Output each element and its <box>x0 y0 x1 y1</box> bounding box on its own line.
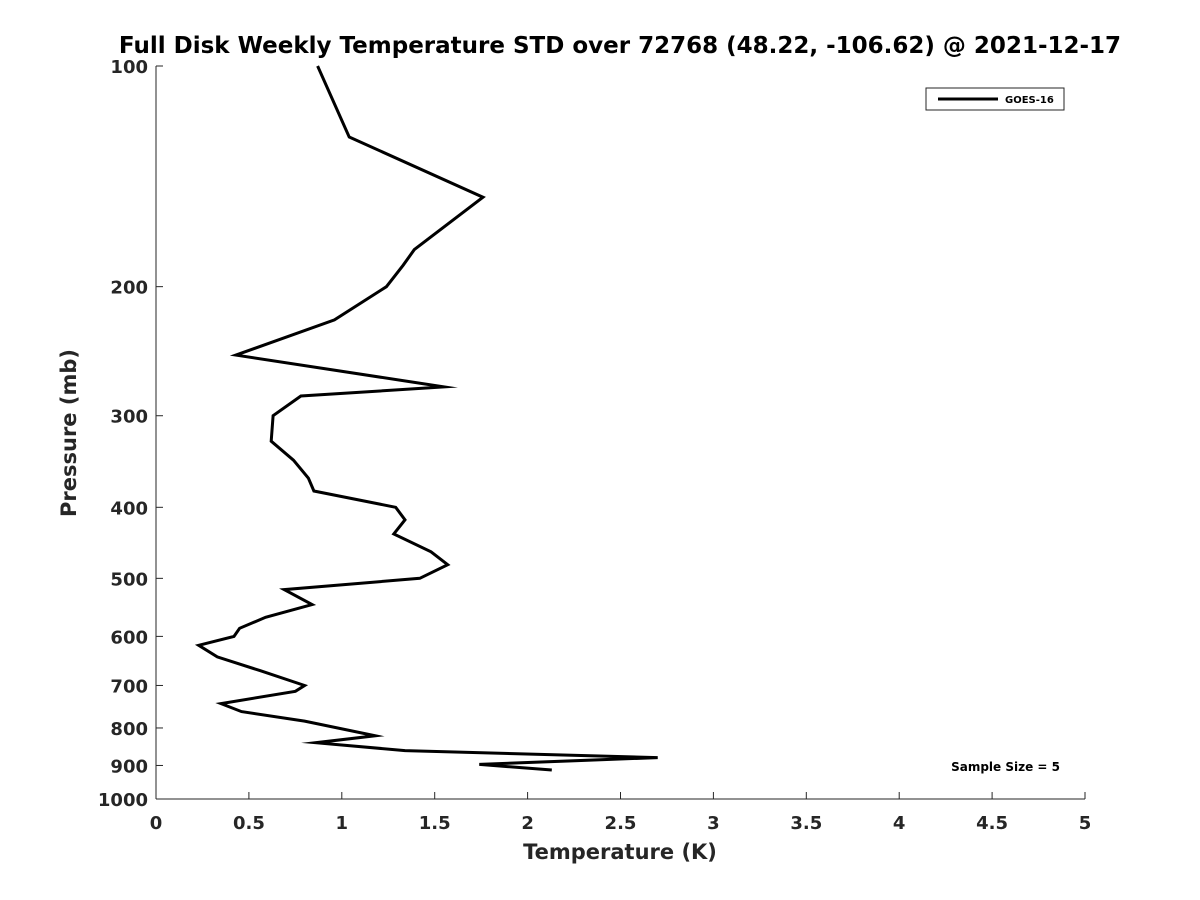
x-tick-label: 4.5 <box>976 813 1008 834</box>
y-tick-label: 700 <box>110 676 148 697</box>
x-tick-label: 1.5 <box>419 813 451 834</box>
y-tick-label: 600 <box>110 627 148 648</box>
series-group <box>194 65 658 772</box>
y-tick-label: 500 <box>110 569 148 590</box>
y-axis-label: Pressure (mb) <box>57 349 81 517</box>
y-tick-label: 200 <box>110 278 148 299</box>
y-tick-label: 400 <box>110 498 148 519</box>
y-tick-label: 1000 <box>98 790 148 811</box>
x-tick-label: 3.5 <box>790 813 822 834</box>
x-tick-label: 3 <box>707 813 720 834</box>
x-tick-label: 0.5 <box>233 813 265 834</box>
sample-size-annotation: Sample Size = 5 <box>951 760 1060 774</box>
x-tick-label: 2 <box>521 813 534 834</box>
y-tick-label: 100 <box>110 57 148 78</box>
x-axis-label: Temperature (K) <box>523 840 717 864</box>
y-tick-label: 300 <box>110 407 148 428</box>
legend: GOES-16 <box>925 87 1065 111</box>
x-tick-label: 5 <box>1079 813 1092 834</box>
x-axis-ticks: 0 0.5 1 1.5 2 2.5 3 3.5 4 4.5 5 <box>150 792 1092 834</box>
series-line-goes-16 <box>194 65 658 772</box>
x-tick-label: 2.5 <box>605 813 637 834</box>
x-tick-label: 4 <box>893 813 906 834</box>
legend-entry-goes-16: GOES-16 <box>1005 95 1054 106</box>
y-tick-label: 800 <box>110 719 148 740</box>
x-tick-label: 1 <box>336 813 349 834</box>
chart-title: Full Disk Weekly Temperature STD over 72… <box>119 33 1121 59</box>
y-tick-label: 900 <box>110 756 148 777</box>
y-axis-ticks: 100 200 300 400 500 600 700 800 900 1000 <box>98 57 163 811</box>
x-tick-label: 0 <box>150 813 163 834</box>
